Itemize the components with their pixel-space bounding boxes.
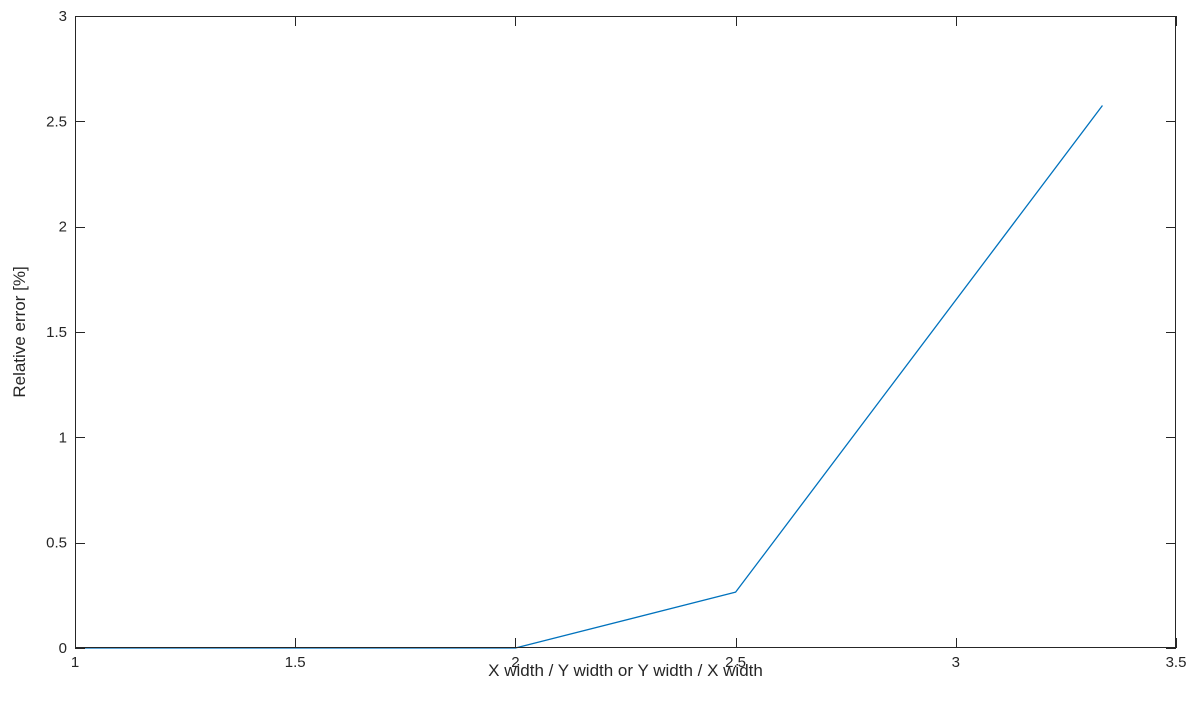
y-tick-label: 0.5 xyxy=(46,535,67,552)
x-tick-label: 3.5 xyxy=(1166,654,1187,671)
y-tick-label: 2 xyxy=(59,219,67,236)
x-tick-label: 2.5 xyxy=(725,654,746,671)
y-tick-label: 1.5 xyxy=(46,324,67,341)
y-tick-label: 3 xyxy=(59,8,67,25)
y-tick-label: 2.5 xyxy=(46,113,67,130)
ticks-layer: 1 1.5 2 2.5 3 3.5 0 0.5 1 1.5 2 2.5 3 xyxy=(46,8,1186,671)
y-axis-label: Relative error [%] xyxy=(10,266,29,397)
plot-area xyxy=(75,16,1176,648)
x-tick-label: 1 xyxy=(71,654,79,671)
x-tick-label: 1.5 xyxy=(285,654,306,671)
plot-frame xyxy=(75,16,1176,648)
x-tick-label: 2 xyxy=(511,654,519,671)
y-tick-label: 1 xyxy=(59,429,67,446)
x-axis-label: X width / Y width or Y width / X width xyxy=(488,661,763,680)
y-tick-label: 0 xyxy=(59,640,67,657)
x-tick-label: 3 xyxy=(952,654,960,671)
